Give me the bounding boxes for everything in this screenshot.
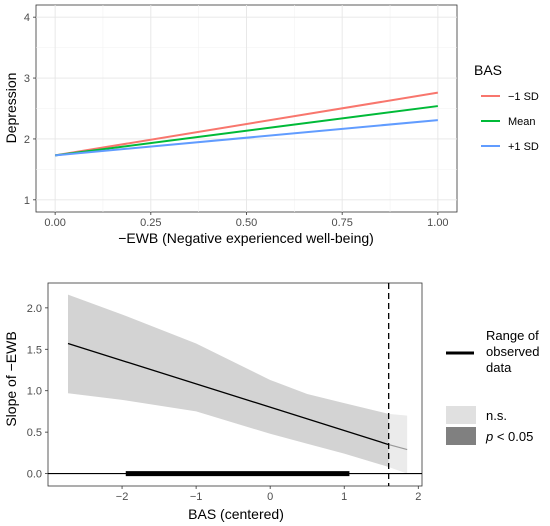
chart-bottom: −2 −1 0 1 2 0.0 0.5 1.0 1.5 2.0 BAS (centered) Sl… [3, 282, 539, 522]
x-tick-label: 0 [267, 491, 273, 503]
y-tick-label: 0.0 [27, 469, 42, 481]
legend-title-top: BAS [474, 62, 502, 78]
legend-sig-key [446, 427, 476, 445]
x-tick-label: 0.50 [236, 217, 257, 229]
slope-line [67, 342, 389, 446]
x-axis-title-bottom: BAS (centered) [188, 506, 284, 522]
axis-ticks-top: 0.00 0.25 0.50 0.75 1.00 1 2 3 4 [24, 12, 449, 229]
legend-ns-label: n.s. [486, 408, 507, 423]
grid-top [36, 5, 457, 212]
y-axis-title-top: Depression [3, 73, 19, 144]
legend-range-label: data [486, 360, 512, 375]
y-tick-label: 1.0 [27, 386, 42, 398]
x-tick-label: 0.25 [140, 217, 161, 229]
x-tick-label: 2 [415, 491, 421, 503]
x-tick-label: 1.00 [427, 217, 448, 229]
confidence-band-significant [67, 294, 389, 467]
x-tick-label: 0.75 [331, 217, 352, 229]
x-axis-title-top: −EWB (Negative experienced well-being) [118, 230, 374, 246]
y-tick-label: 2 [24, 134, 30, 146]
y-tick-label: 2.0 [27, 303, 42, 315]
x-tick-label: 1 [341, 491, 347, 503]
series-line-0 [54, 91, 439, 157]
legend-label-0: −1 SD [508, 91, 539, 103]
axis-ticks-bottom: −2 −1 0 1 2 0.0 0.5 1.0 1.5 2.0 [27, 303, 422, 503]
y-tick-label: 4 [24, 12, 30, 24]
y-tick-label: 1 [24, 195, 30, 207]
series-line-1 [55, 105, 438, 157]
series-line-2 [55, 119, 438, 157]
y-axis-title-bottom: Slope of −EWB [3, 331, 19, 426]
legend-range-label: Range of [486, 328, 539, 343]
x-tick-label: −1 [190, 491, 203, 503]
slope-line-ns [388, 444, 408, 451]
legend-ns-key [446, 406, 476, 424]
legend-label-1: Mean [508, 116, 536, 128]
legend-label-2: +1 SD [508, 141, 539, 153]
legend-top: −1 SD Mean +1 SD [481, 91, 539, 153]
chart-top: 0.00 0.25 0.50 0.75 1.00 1 2 3 4 −EWB (Negative … [3, 4, 539, 246]
y-tick-label: 3 [24, 73, 30, 85]
legend-sig-label: p < 0.05 [485, 429, 533, 444]
y-tick-label: 1.5 [27, 344, 42, 356]
x-tick-label: −2 [116, 491, 129, 503]
y-tick-label: 0.5 [27, 427, 42, 439]
x-tick-label: 0.00 [44, 217, 65, 229]
plot-content-bottom [48, 283, 422, 486]
legend-range-label: observed [486, 344, 539, 359]
confidence-band-ns [388, 413, 408, 474]
series-lines-top [54, 91, 439, 157]
